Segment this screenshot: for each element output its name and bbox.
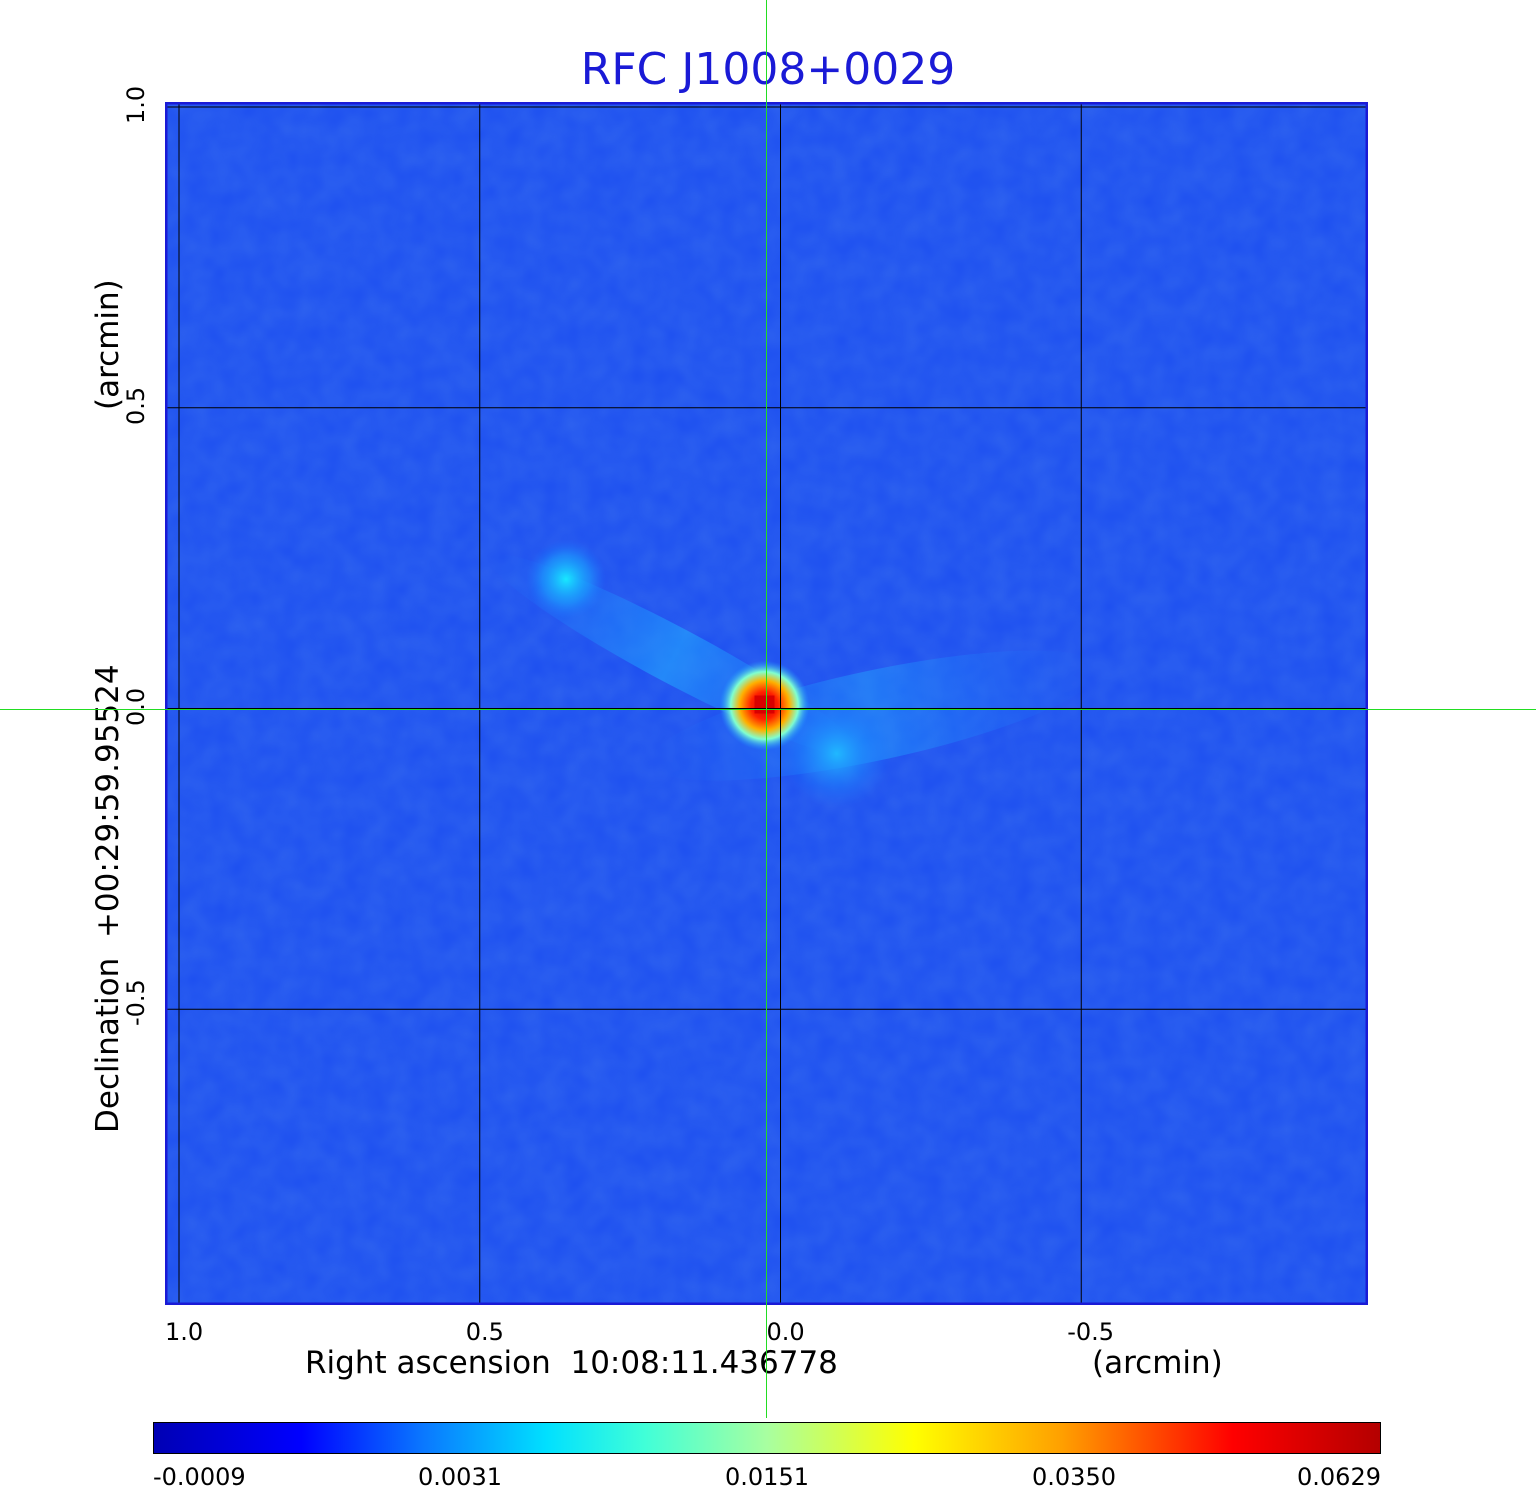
x-tick-label: 1.0 <box>165 1318 204 1346</box>
colorbar-tick-label: 0.0350 <box>1032 1463 1116 1491</box>
x-tick-label: -0.5 <box>1067 1318 1115 1346</box>
core-peak-pixel <box>754 695 775 714</box>
x-tick-label: 0.0 <box>766 1318 805 1346</box>
emission-features <box>488 539 1100 809</box>
crosshair-horizontal <box>0 709 1536 710</box>
x-axis-label: Right ascension 10:08:11.436778 <box>305 1345 838 1381</box>
colorbar-tick-label: 0.0629 <box>1297 1463 1381 1491</box>
colorbar-tick-label: 0.0031 <box>418 1463 502 1491</box>
emission-blob <box>526 539 607 620</box>
emission-blob <box>781 698 892 809</box>
colorbar-tick-label: -0.0009 <box>153 1463 246 1491</box>
colorbar-tick-label: 0.0151 <box>725 1463 809 1491</box>
y-axis-label: Declination +00:29:59.95524 <box>90 664 126 1133</box>
colorbar <box>153 1422 1381 1454</box>
y-tick-label: 0.0 <box>122 687 150 726</box>
y-tick-label: -0.5 <box>122 979 150 1027</box>
x-tick-label: 0.5 <box>465 1318 504 1346</box>
chart-title: RFC J1008+0029 <box>580 44 956 95</box>
y-tick-label: 0.5 <box>122 386 150 425</box>
x-axis-unit: (arcmin) <box>1092 1345 1223 1381</box>
y-axis-unit: (arcmin) <box>90 279 126 410</box>
y-tick-label: 1.0 <box>122 85 150 124</box>
